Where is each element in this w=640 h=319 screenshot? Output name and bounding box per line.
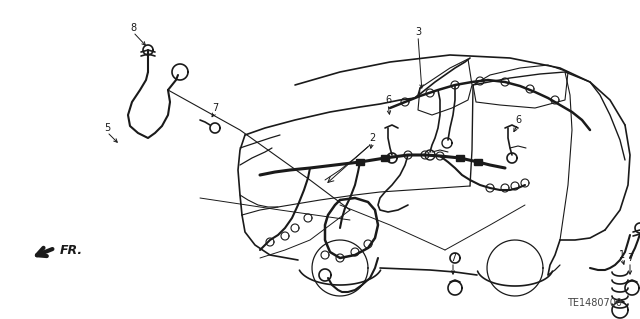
Text: 8: 8 [130, 23, 136, 33]
Text: 1: 1 [619, 250, 625, 260]
Text: 5: 5 [104, 123, 110, 133]
Text: 2: 2 [369, 133, 375, 143]
Text: 7: 7 [212, 103, 218, 113]
Text: FR.: FR. [60, 243, 83, 256]
Text: 7: 7 [450, 253, 456, 263]
Polygon shape [381, 155, 389, 161]
Text: TE1480700: TE1480700 [567, 298, 622, 308]
Text: 6: 6 [515, 115, 521, 125]
Polygon shape [456, 155, 464, 161]
Text: 6: 6 [385, 95, 391, 105]
Text: 7: 7 [627, 253, 633, 263]
Text: 3: 3 [415, 27, 421, 37]
Polygon shape [474, 159, 482, 165]
Polygon shape [356, 159, 364, 165]
